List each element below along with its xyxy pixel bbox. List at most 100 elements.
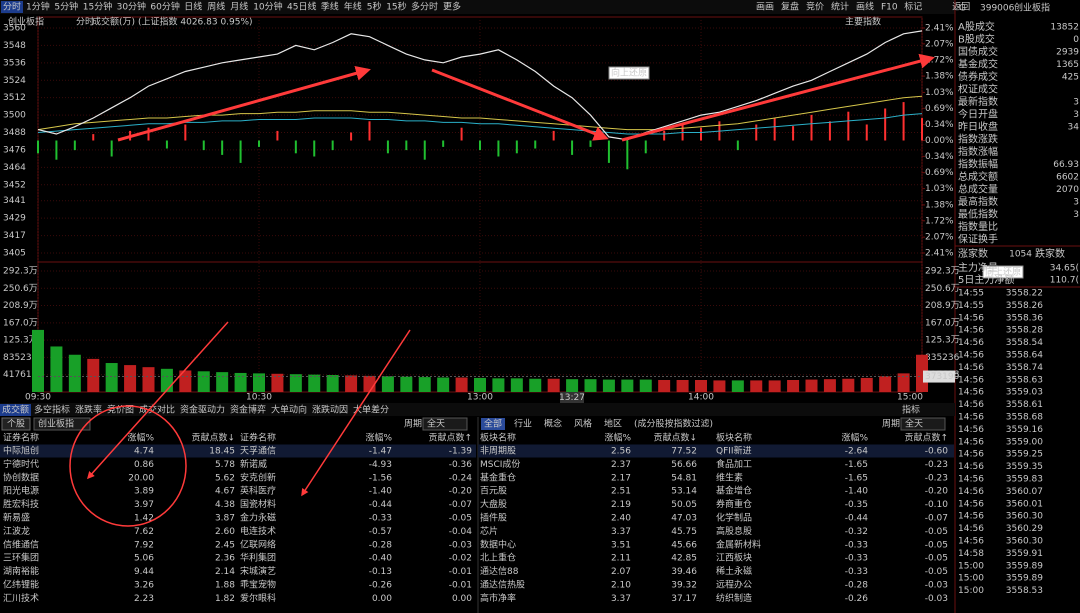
toolbar-tab[interactable]: 5秒 [367,1,382,13]
column-header[interactable]: 板块名称 [480,432,516,444]
indicator-tab[interactable]: 大单动向 [271,404,307,416]
table-cell: -1.40 [845,487,869,497]
toolbar-tab[interactable]: 月线 [230,1,248,13]
toolbar-tab[interactable]: 15分钟 [83,1,112,13]
indicator-tab[interactable]: 多空指标 [34,404,70,416]
indicator-tab[interactable]: 大单差分 [353,404,389,416]
strength-bar [884,108,887,141]
toolbar-button[interactable]: 竞价 [806,1,824,13]
indicator-tab[interactable]: 成交额 [2,404,29,416]
table-cell: 金属新材料 [716,538,761,550]
column-header[interactable]: 涨幅% [127,432,154,444]
tick-price: 3558.53 [1006,586,1043,596]
sector-tab[interactable]: 地区 [604,418,622,430]
table-cell: 2.19 [611,500,631,510]
period-select[interactable] [900,417,946,431]
y2-tick-label: 2.41% [925,249,954,259]
strength-bar [239,140,242,163]
indicator-tab[interactable]: 竞价图 [107,404,134,416]
breadth-label: 涨家数 [958,247,988,260]
column-header[interactable]: 贡献点数↑ [904,432,948,444]
table-cell: 江波龙 [3,525,30,537]
toolbar-tab[interactable]: 60分钟 [150,1,179,13]
toolbar-tab[interactable]: 15秒 [386,1,406,13]
indicator-button[interactable]: 指标 [902,404,920,416]
toolbar-tab[interactable]: 10分钟 [253,1,282,13]
table-cell: 0.00 [452,594,472,604]
column-header[interactable]: 涨幅% [841,432,868,444]
toolbar-tab[interactable]: 1分钟 [26,1,50,13]
volume-bar [124,365,137,392]
tick-time: 14:56 [958,363,984,373]
indicator-tab[interactable]: 资金驱动力 [180,404,225,416]
sector-tab[interactable]: 风格 [574,418,592,430]
toolbar-tab[interactable]: 5分钟 [54,1,78,13]
stat-value: 2939 [1056,48,1079,58]
y-tick-label: 3405 [3,249,26,259]
cursor-time: 13:27 [559,393,585,403]
indicator-tab[interactable]: 资金博弈 [230,404,266,416]
toolbar-button[interactable]: 画线 [856,1,874,13]
cursor-value: 373190 [925,372,960,382]
strength-bar [37,140,39,154]
tick-price: 3559.16 [1006,425,1043,435]
volume-bar [437,377,450,392]
stat-value: 0 [1073,35,1079,45]
table-cell: 高股息股 [716,525,752,537]
row-highlight [0,444,476,458]
column-header[interactable]: 涨幅% [365,432,392,444]
stock-button[interactable] [1,417,31,431]
toolbar-button[interactable]: 复盘 [781,1,799,13]
toolbar-tab[interactable]: 更多 [443,1,461,13]
column-header[interactable]: 板块名称 [716,432,752,444]
tick-price: 3558.68 [1006,413,1043,423]
toolbar-tab[interactable]: 30分钟 [117,1,146,13]
tick-time: 14:56 [958,425,984,435]
table-cell: 通达信88 [480,565,519,577]
table-cell: 2.51 [611,487,631,497]
toolbar-button[interactable]: 统计 [831,1,849,13]
column-header[interactable]: 证券名称 [240,432,276,444]
stat-value: 34 [1068,123,1080,133]
toolbar-tab[interactable]: 多分时 [411,1,438,13]
table-cell: -0.05 [925,527,948,537]
indicator-tab[interactable]: 成交对比 [139,404,175,416]
strength-bar [368,121,371,141]
volume-bar [234,372,247,392]
toolbar-button[interactable]: 标记 [904,1,922,13]
table-cell: 5.78 [215,460,235,470]
toolbar-tab[interactable]: 年线 [344,1,362,13]
table-cell: 远程办公 [716,579,752,591]
toolbar-tab[interactable]: 周线 [207,1,225,13]
toolbar-tab[interactable]: 日线 [184,1,202,13]
table-cell: -1.47 [369,447,392,457]
tick-price: 3559.35 [1006,462,1043,472]
toolbar-button[interactable]: 返回 [952,1,970,13]
indicator-tab[interactable]: 涨跌率 [75,404,102,416]
sector-tab[interactable]: 全部 [484,418,502,430]
indicator-bar [0,403,955,416]
column-header[interactable]: 贡献点数↓ [653,432,697,444]
table-cell: -2.64 [845,447,869,457]
toolbar-button[interactable]: F10 [881,3,898,13]
y2-tick-label: 0.34% [925,120,954,130]
volume-bar [566,379,579,392]
tick-time: 15:00 [958,574,984,584]
toolbar-tab[interactable]: 季线 [321,1,339,13]
column-header[interactable]: 涨幅% [604,432,631,444]
table-cell: 3.51 [611,540,631,550]
table-cell: 基金增仓 [716,485,752,497]
tick-time: 15:00 [958,586,984,596]
toolbar-tab[interactable]: 45日线 [287,1,316,13]
toolbar-button[interactable]: 画画 [756,2,774,13]
column-header[interactable]: 贡献点数↑ [428,432,472,444]
column-header[interactable]: 贡献点数↓ [191,432,235,444]
period-select[interactable] [422,417,468,431]
sector-tab[interactable]: 行业 [514,418,532,430]
column-header[interactable]: 证券名称 [3,432,39,444]
sector-tab[interactable]: 概念 [544,418,562,430]
indicator-tab[interactable]: 涨跌动因 [312,405,348,416]
period-label: 周期 [882,419,900,430]
stat-value: 1365 [1056,60,1079,70]
toolbar-tab[interactable]: 分时 [3,1,21,13]
